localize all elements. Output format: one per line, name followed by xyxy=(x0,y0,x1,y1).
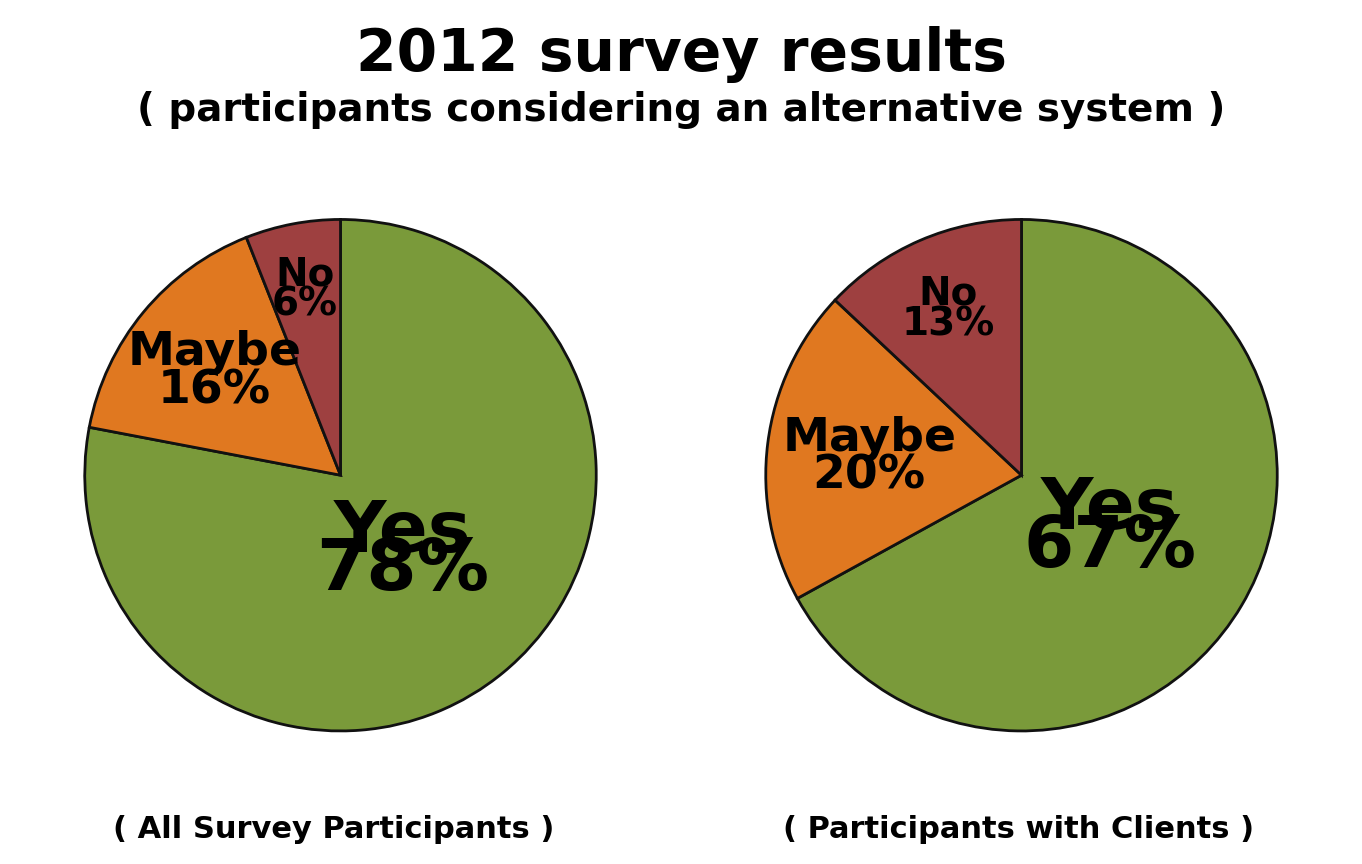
Text: 6%: 6% xyxy=(271,286,338,324)
Text: No: No xyxy=(919,275,978,313)
Text: ( Participants with Clients ): ( Participants with Clients ) xyxy=(783,815,1254,844)
Wedge shape xyxy=(797,219,1278,731)
Wedge shape xyxy=(90,238,340,475)
Text: No: No xyxy=(275,255,334,293)
Wedge shape xyxy=(84,219,597,731)
Text: 13%: 13% xyxy=(902,305,996,343)
Text: 67%: 67% xyxy=(1023,513,1196,582)
Wedge shape xyxy=(835,219,1022,475)
Text: ( participants considering an alternative system ): ( participants considering an alternativ… xyxy=(136,91,1226,129)
Text: 2012 survey results: 2012 survey results xyxy=(355,26,1007,83)
Text: Maybe: Maybe xyxy=(782,416,956,461)
Text: Maybe: Maybe xyxy=(128,330,301,376)
Text: Yes: Yes xyxy=(334,498,471,567)
Text: ( All Survey Participants ): ( All Survey Participants ) xyxy=(113,815,554,844)
Wedge shape xyxy=(765,300,1022,599)
Text: 78%: 78% xyxy=(316,536,489,605)
Wedge shape xyxy=(247,219,340,475)
Text: Yes: Yes xyxy=(1041,475,1178,543)
Text: 20%: 20% xyxy=(813,454,926,499)
Text: 16%: 16% xyxy=(158,369,271,414)
